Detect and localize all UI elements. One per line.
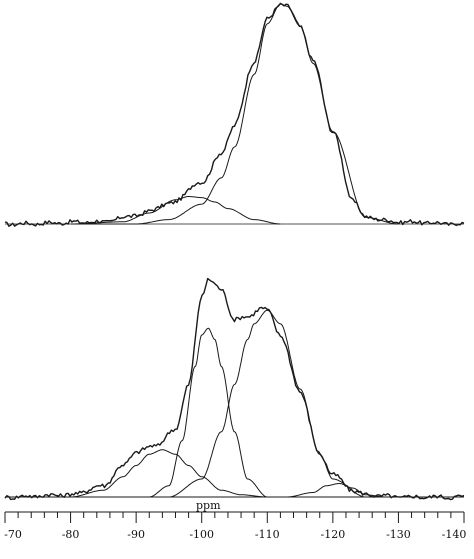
fit-component-line-1-3 bbox=[168, 309, 366, 498]
lower-spectrum-panel bbox=[4, 277, 465, 501]
fit-component-line-1-4 bbox=[286, 483, 386, 498]
upper-spectrum-panel bbox=[4, 2, 465, 227]
experimental-trace-0-0 bbox=[4, 2, 465, 227]
tick-label: -130 bbox=[386, 528, 411, 541]
tick-label: -110 bbox=[255, 528, 280, 541]
fit-component-line-1-2 bbox=[149, 327, 268, 498]
tick-label: -100 bbox=[189, 528, 214, 541]
axis-ticks: -70 -80 -90 -100 -110 -120 -130 -140 bbox=[4, 512, 466, 541]
tick-label: -120 bbox=[320, 528, 345, 541]
axis-title: ppm bbox=[196, 499, 221, 512]
tick-label: -140 bbox=[442, 528, 467, 541]
tick-label: -90 bbox=[127, 528, 145, 541]
experimental-trace-1-0 bbox=[4, 277, 465, 501]
fit-component-line-0-1 bbox=[70, 3, 399, 225]
tick-label: -80 bbox=[62, 528, 80, 541]
fit-component-line-0-2 bbox=[70, 196, 281, 225]
tick-label: -70 bbox=[4, 528, 22, 541]
ppm-axis: -70 -80 -90 -100 -110 -120 -130 -140 ppm bbox=[4, 499, 466, 541]
fit-component-line-1-1 bbox=[70, 449, 268, 498]
